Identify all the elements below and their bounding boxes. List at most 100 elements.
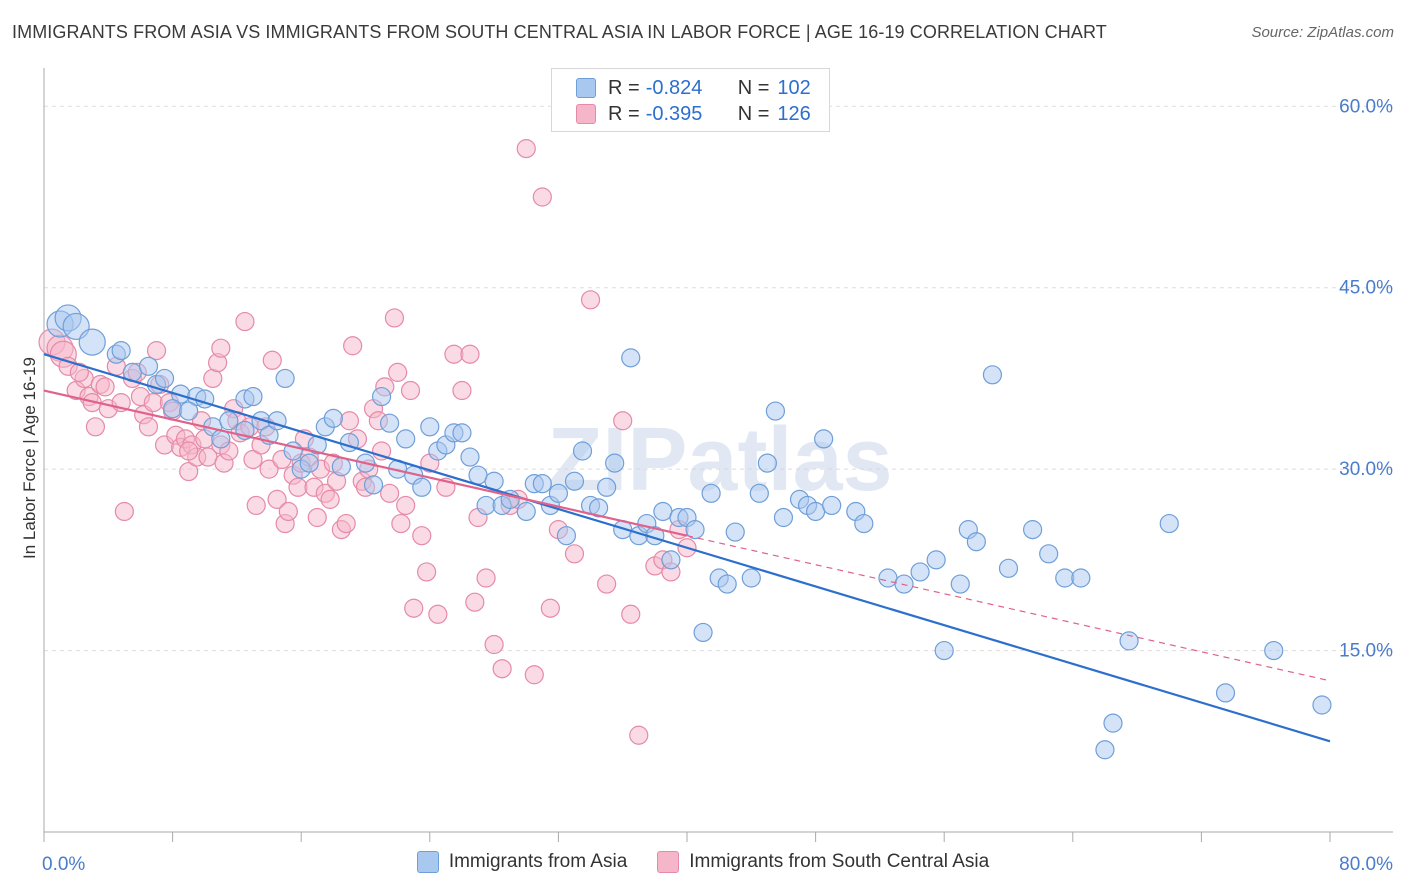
legend-n-label: N = bbox=[737, 102, 770, 125]
asia-point bbox=[1071, 568, 1091, 588]
asia-point bbox=[78, 328, 106, 356]
south-central-asia-point bbox=[476, 568, 496, 588]
asia-point bbox=[323, 408, 343, 428]
south-central-asia-point bbox=[69, 362, 89, 382]
asia-point bbox=[476, 495, 496, 516]
x-tick-label: 80.0% bbox=[1339, 854, 1393, 875]
south-central-asia-point bbox=[246, 495, 266, 516]
south-central-asia-point bbox=[516, 139, 536, 159]
asia-point bbox=[154, 368, 175, 389]
x-tick-label: 0.0% bbox=[42, 854, 85, 875]
south-central-asia-point bbox=[339, 411, 360, 431]
south-central-asia-point bbox=[262, 350, 282, 370]
south-central-asia-point bbox=[492, 659, 512, 679]
asia-point bbox=[1023, 520, 1043, 540]
legend-swatch-south-central-asia bbox=[657, 851, 680, 873]
axes bbox=[43, 68, 1393, 842]
asia-point bbox=[532, 474, 552, 494]
asia-point bbox=[693, 622, 713, 643]
south-central-asia-point bbox=[484, 634, 504, 655]
south-central-asia-point bbox=[613, 411, 633, 431]
south-central-asia-point bbox=[336, 513, 356, 534]
south-central-asia-point bbox=[460, 344, 480, 364]
south-central-asia-point bbox=[307, 507, 327, 528]
asia-point bbox=[219, 411, 239, 431]
asia-point bbox=[275, 368, 295, 389]
south-central-asia-point bbox=[629, 725, 649, 745]
legend-n-value-south-central-asia: 126 bbox=[777, 102, 811, 125]
south-central-asia-point bbox=[404, 598, 424, 618]
asia-point bbox=[765, 401, 786, 421]
asia-point bbox=[621, 348, 641, 368]
south-central-asia-point bbox=[267, 489, 287, 509]
asia-point bbox=[597, 477, 617, 497]
asia-point bbox=[243, 386, 263, 407]
south-central-asia-point bbox=[597, 574, 617, 594]
asia-point bbox=[363, 475, 384, 495]
south-central-asia-point bbox=[138, 417, 159, 437]
asia-point bbox=[998, 558, 1019, 578]
south-central-asia-point bbox=[95, 377, 115, 397]
south-central-asia-point bbox=[259, 459, 279, 479]
south-central-asia-point bbox=[524, 665, 544, 685]
asia-point bbox=[412, 477, 432, 497]
legend-n-value-asia: 102 bbox=[777, 76, 811, 99]
y-tick-labels: 60.0% 45.0% 30.0% 15.0% bbox=[1339, 96, 1393, 661]
asia-point bbox=[814, 429, 834, 449]
asia-point bbox=[420, 417, 440, 437]
asia-point bbox=[572, 441, 593, 461]
south-central-asia-point bbox=[452, 380, 472, 401]
asia-point bbox=[138, 356, 159, 376]
asia-point bbox=[773, 507, 794, 528]
south-central-asia-point bbox=[243, 449, 263, 470]
south-central-asia-point bbox=[465, 592, 485, 612]
series-legend: Immigrants from Asia Immigrants from Sou… bbox=[0, 851, 1406, 873]
asia-point bbox=[111, 341, 131, 361]
legend-swatch-south-central-asia bbox=[576, 104, 596, 124]
south-central-asia-point bbox=[288, 477, 308, 497]
legend-row-asia: R = -0.824 N = 102 bbox=[576, 75, 811, 101]
x-tick-labels: 0.0% 80.0% bbox=[42, 854, 1393, 875]
south-central-asia-point bbox=[211, 338, 231, 358]
asia-point bbox=[371, 386, 392, 407]
asia-point bbox=[1119, 631, 1139, 651]
south-central-asia-point bbox=[380, 483, 400, 503]
asia-point bbox=[1264, 640, 1284, 661]
south-central-asia-point bbox=[391, 513, 411, 534]
legend-row-south-central-asia: R = -0.395 N = 126 bbox=[576, 101, 811, 127]
asia-point bbox=[396, 429, 416, 449]
asia-point bbox=[966, 532, 986, 552]
asia-point bbox=[1312, 695, 1332, 715]
south-central-asia-point bbox=[532, 187, 552, 207]
south-central-asia-point bbox=[114, 501, 134, 522]
asia-point bbox=[749, 483, 769, 503]
asia-point bbox=[805, 501, 826, 522]
asia-point bbox=[1159, 513, 1179, 534]
y-tick-label: 15.0% bbox=[1339, 641, 1393, 662]
asia-point bbox=[516, 501, 536, 522]
south-central-asia-point bbox=[143, 393, 163, 413]
asia-point bbox=[1095, 740, 1115, 760]
legend-r-value-south-central-asia: -0.395 bbox=[645, 102, 703, 125]
asia-point bbox=[299, 453, 319, 473]
legend-swatch-asia bbox=[576, 78, 596, 98]
asia-point bbox=[982, 365, 1003, 385]
south-central-asia-point bbox=[179, 441, 199, 461]
asia-point bbox=[910, 562, 930, 582]
source-label: Source: ZipAtlas.com bbox=[1251, 24, 1394, 41]
asia-point bbox=[717, 574, 737, 594]
legend-r-value-asia: -0.824 bbox=[645, 76, 703, 99]
south-central-asia-point bbox=[621, 604, 641, 624]
trend-line-south-central-asia-projection bbox=[686, 535, 1331, 682]
south-central-asia-point bbox=[428, 604, 448, 624]
asia-point bbox=[926, 550, 946, 570]
asia-point bbox=[163, 399, 183, 419]
y-tick-label: 45.0% bbox=[1339, 278, 1393, 299]
south-central-asia-point bbox=[388, 362, 408, 382]
asia-point bbox=[757, 453, 777, 473]
stats-legend: R = -0.824 N = 102 R = -0.395 N = 126 bbox=[551, 68, 830, 132]
asia-point bbox=[701, 483, 721, 503]
south-central-asia-point bbox=[444, 344, 464, 364]
trend-line-south-central-asia bbox=[43, 389, 688, 537]
